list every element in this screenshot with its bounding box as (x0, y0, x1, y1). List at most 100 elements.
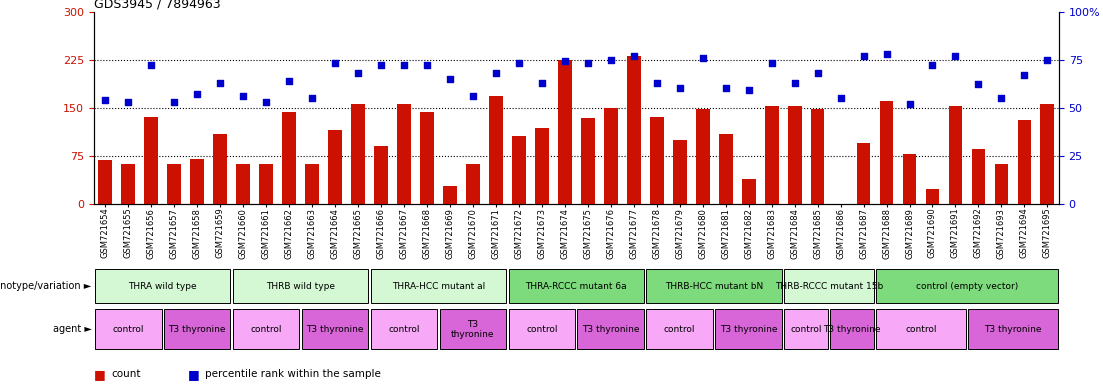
Point (510, 60, 527, 66)
Point (372, 62, 389, 68)
Point (785, 79, 803, 86)
Bar (880, 101, 893, 204)
Bar (440, 310, 506, 349)
Point (579, 60, 597, 66)
Bar (371, 269, 506, 303)
Bar (788, 106, 802, 204)
Text: agent ►: agent ► (53, 324, 92, 334)
Bar (374, 146, 388, 204)
Bar (831, 310, 874, 349)
Point (671, 85, 688, 91)
Bar (784, 269, 874, 303)
Bar (972, 149, 985, 204)
Bar (646, 269, 782, 303)
Point (740, 87, 758, 93)
Bar (98, 160, 113, 204)
Bar (876, 269, 1058, 303)
Bar (328, 130, 342, 204)
Text: THRA-RCCC mutant 6a: THRA-RCCC mutant 6a (525, 281, 628, 291)
Bar (95, 269, 231, 303)
Bar (164, 310, 231, 349)
Point (464, 93, 482, 99)
Bar (233, 269, 368, 303)
Point (970, 81, 987, 88)
Text: T3
thyronine: T3 thyronine (451, 319, 494, 339)
Point (901, 101, 919, 107)
Point (1039, 56, 1057, 63)
Bar (968, 310, 1058, 349)
Bar (508, 269, 644, 303)
Bar (627, 56, 641, 204)
Text: control: control (113, 325, 144, 334)
Point (280, 78, 298, 84)
Bar (168, 164, 181, 204)
Point (165, 99, 183, 105)
Bar (995, 164, 1008, 204)
Bar (144, 117, 158, 204)
Point (418, 62, 436, 68)
Point (808, 70, 826, 76)
Point (142, 62, 160, 68)
Point (602, 56, 620, 63)
Text: control: control (664, 325, 696, 334)
Bar (558, 60, 571, 204)
Text: control: control (791, 325, 822, 334)
Bar (604, 108, 618, 204)
Point (923, 62, 941, 68)
Bar (784, 310, 828, 349)
Bar (811, 109, 824, 204)
Bar (925, 189, 940, 204)
Text: THRB-HCC mutant bN: THRB-HCC mutant bN (665, 281, 763, 291)
Point (326, 60, 344, 66)
Bar (306, 164, 319, 204)
Bar (646, 310, 713, 349)
Text: T3 thyronine: T3 thyronine (169, 325, 226, 334)
Bar (508, 310, 575, 349)
Bar (949, 106, 962, 204)
Text: control: control (388, 325, 420, 334)
Text: THRA wild type: THRA wild type (128, 281, 197, 291)
Bar (236, 164, 250, 204)
Bar (673, 139, 686, 204)
Text: ■: ■ (94, 368, 106, 381)
Point (625, 53, 643, 59)
Point (878, 51, 896, 57)
Bar (302, 310, 368, 349)
Text: genotype/variation ►: genotype/variation ► (0, 281, 92, 291)
Bar (581, 118, 595, 204)
Text: control: control (906, 325, 936, 334)
Text: count: count (111, 369, 141, 379)
Bar (578, 310, 644, 349)
Point (395, 62, 413, 68)
Bar (716, 310, 782, 349)
Point (946, 53, 964, 59)
Bar (420, 112, 433, 204)
Bar (351, 104, 365, 204)
Bar (857, 143, 870, 204)
Text: THRA-HCC mutant al: THRA-HCC mutant al (392, 281, 485, 291)
Text: GDS3945 / 7894963: GDS3945 / 7894963 (94, 0, 221, 10)
Bar (233, 310, 299, 349)
Bar (650, 117, 664, 204)
Bar (443, 186, 457, 204)
Point (441, 76, 459, 82)
Bar (741, 179, 756, 204)
Point (257, 99, 275, 105)
Text: T3 thyronine: T3 thyronine (307, 325, 364, 334)
Point (350, 70, 367, 76)
Point (556, 58, 574, 65)
Point (855, 53, 872, 59)
Point (1016, 72, 1034, 78)
Point (303, 95, 321, 101)
Bar (282, 112, 296, 204)
Bar (1040, 104, 1054, 204)
Point (694, 55, 711, 61)
Point (96, 97, 114, 103)
Bar (719, 134, 732, 204)
Text: control: control (526, 325, 558, 334)
Text: control: control (250, 325, 282, 334)
Point (993, 95, 1010, 101)
Bar (190, 159, 204, 204)
Bar (371, 310, 437, 349)
Bar (1017, 120, 1031, 204)
